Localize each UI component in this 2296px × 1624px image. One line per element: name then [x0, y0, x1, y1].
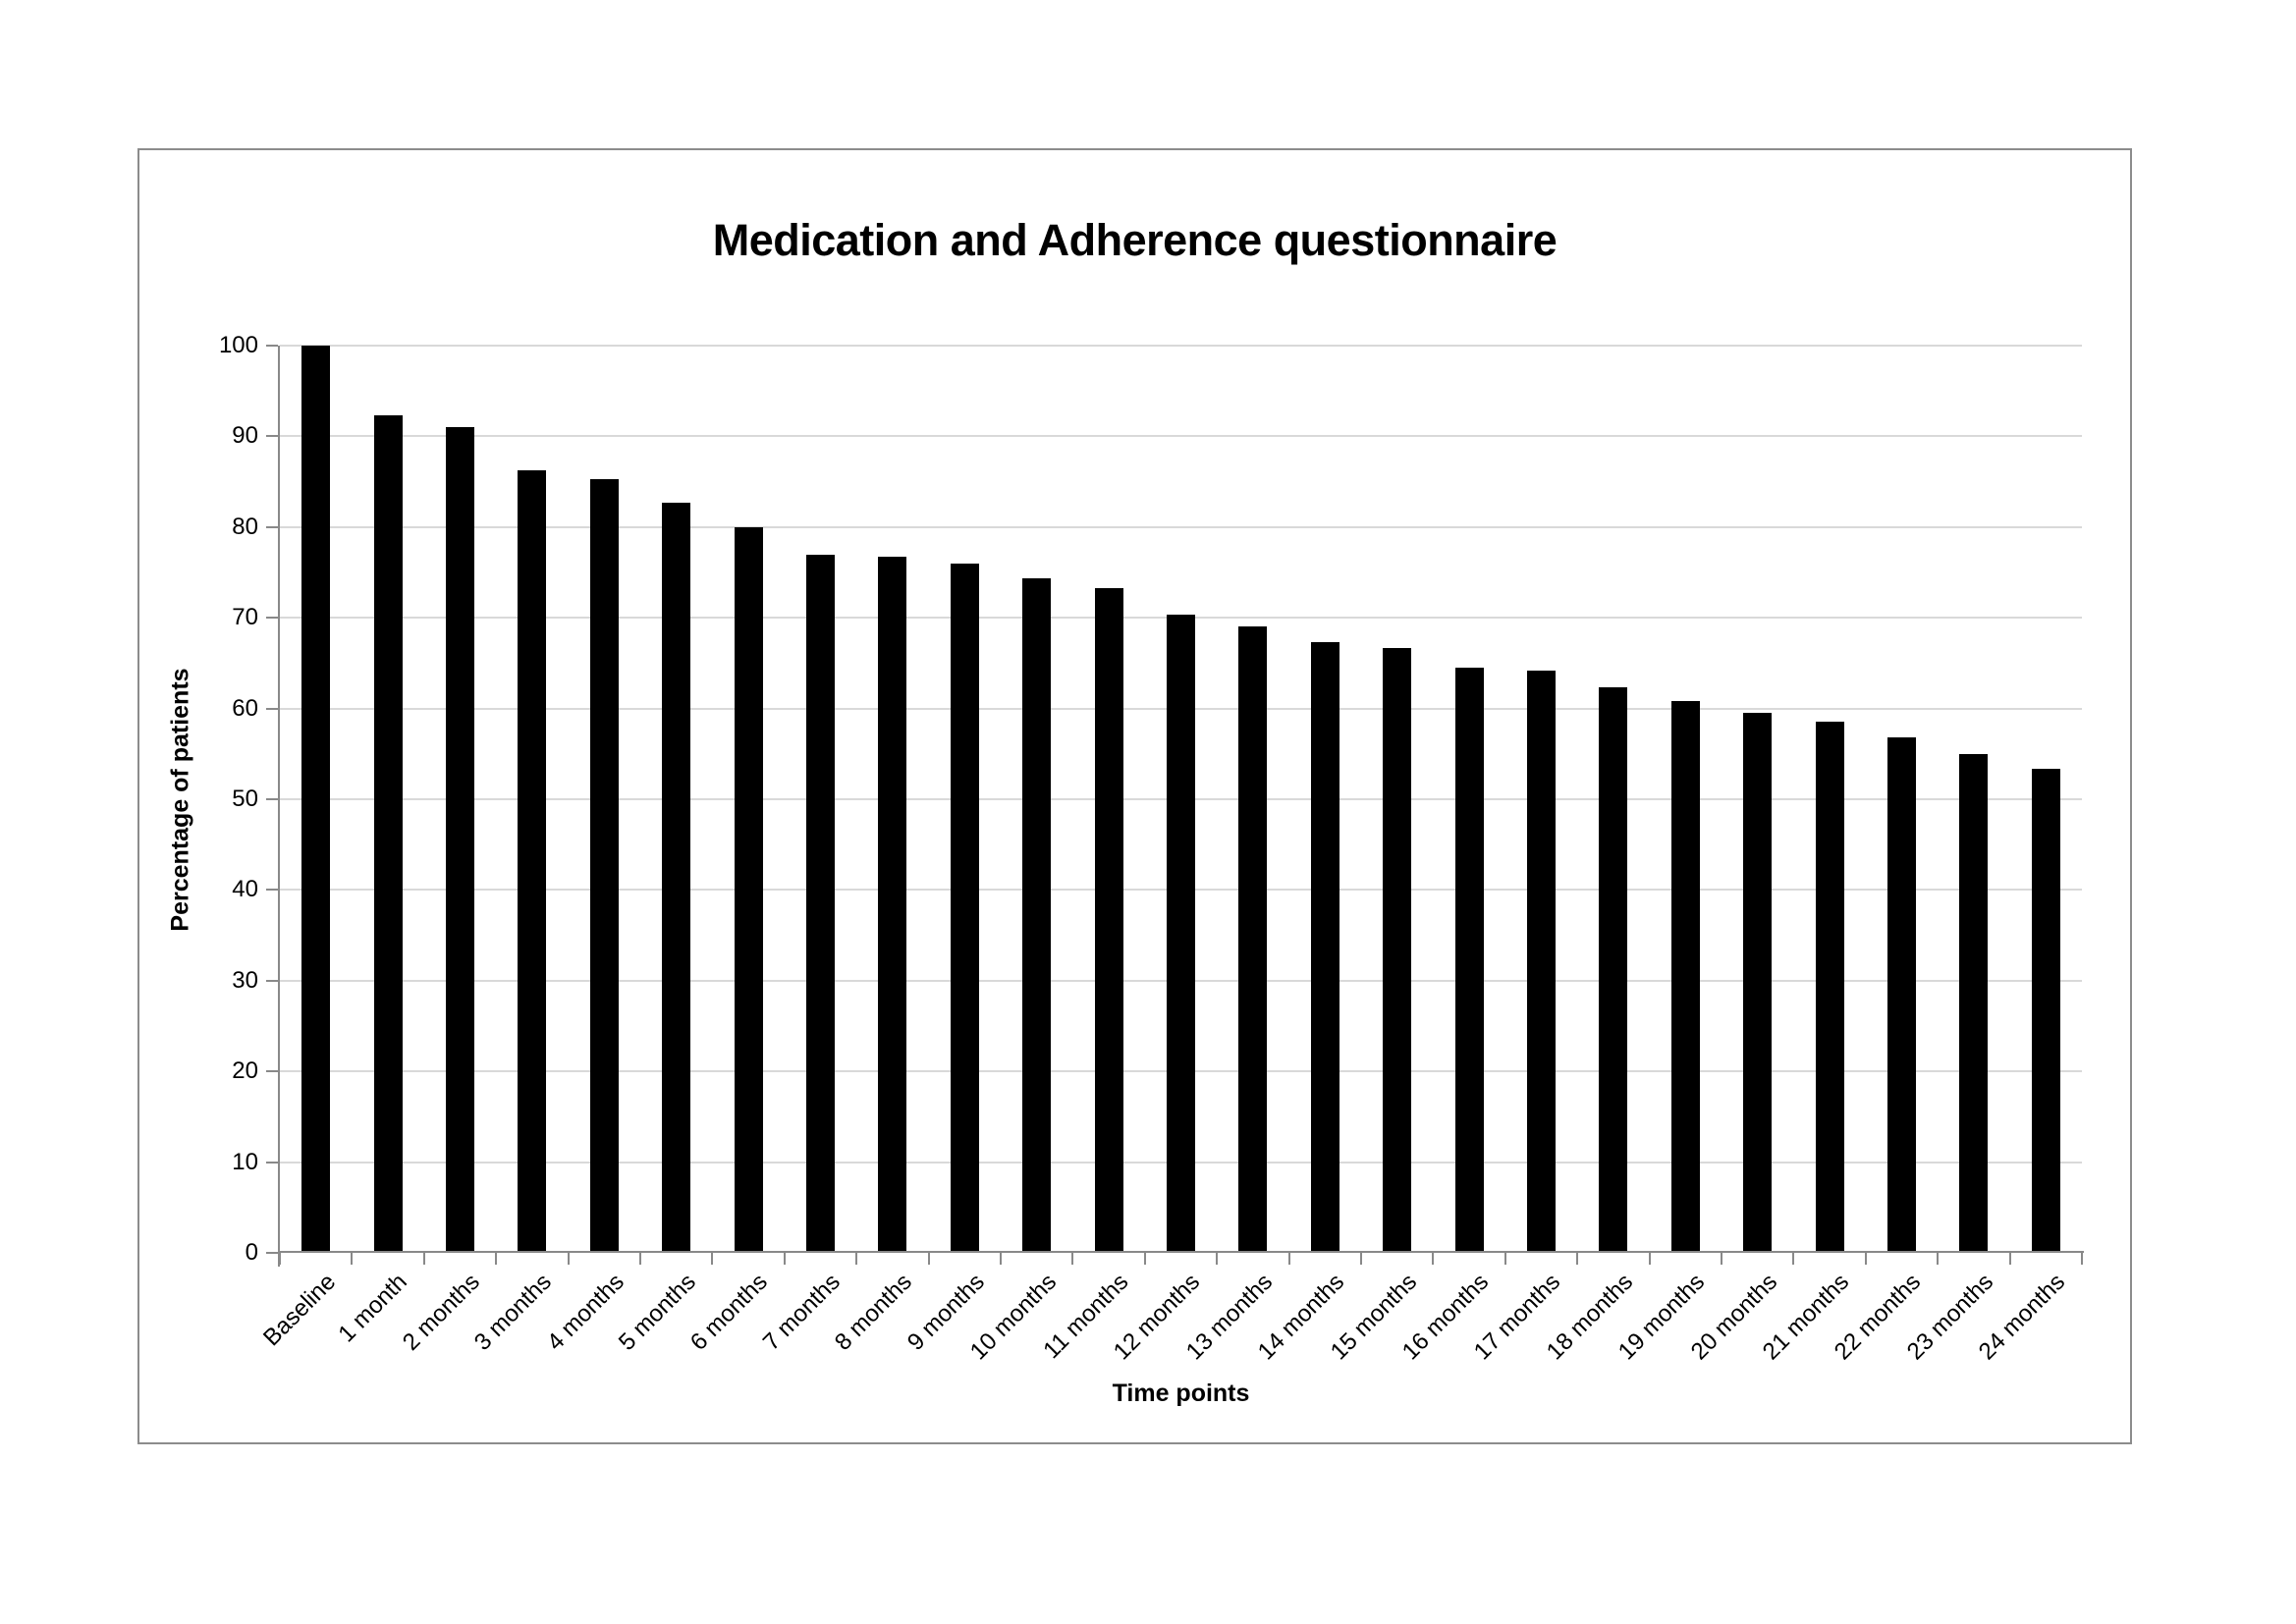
x-tick-mark-6 [711, 1253, 714, 1265]
x-tick-mark-24 [2008, 1253, 2011, 1265]
y-tick-mark-20 [266, 1070, 278, 1073]
x-tick-label-6-months: 6 months [685, 1269, 774, 1356]
bar-2-months [446, 427, 474, 1253]
bar-11-months [1094, 587, 1123, 1253]
bar-15-months [1383, 647, 1412, 1253]
y-tick-mark-90 [266, 435, 278, 438]
y-tick-mark-70 [266, 617, 278, 620]
y-tick-mark-80 [266, 525, 278, 528]
y-tick-label-30: 30 [232, 966, 258, 994]
y-tick-label-50: 50 [232, 785, 258, 812]
y-tick-label-20: 20 [232, 1057, 258, 1085]
y-tick-mark-100 [266, 345, 278, 347]
x-tick-mark-14 [1287, 1253, 1290, 1265]
gridline-80 [280, 525, 2082, 528]
x-tick-label-5-months: 5 months [613, 1269, 701, 1356]
x-tick-label-3-months: 3 months [469, 1269, 557, 1356]
bar-6-months [734, 526, 763, 1253]
y-tick-label-0: 0 [245, 1239, 258, 1266]
chart-figure: Medication and Adherence questionnaire P… [137, 148, 2132, 1444]
y-tick-label-70: 70 [232, 604, 258, 631]
bar-7-months [806, 554, 835, 1253]
x-tick-mark-20 [1721, 1253, 1722, 1265]
bar-23-months [1959, 753, 1989, 1253]
x-tick-label-7-months: 7 months [757, 1269, 846, 1356]
x-tick-mark-22 [1864, 1253, 1867, 1265]
bar-12-months [1167, 615, 1195, 1253]
x-tick-mark-18 [1576, 1253, 1579, 1265]
y-tick-mark-0 [266, 1252, 278, 1254]
y-tick-label-40: 40 [232, 876, 258, 903]
gridline-90 [280, 435, 2082, 438]
bar-1-month [373, 415, 403, 1253]
bar-22-months [1887, 737, 1916, 1253]
chart-title: Medication and Adherence questionnaire [712, 215, 1558, 265]
bar-8-months [878, 557, 907, 1253]
bar-13-months [1238, 626, 1268, 1253]
y-tick-label-90: 90 [232, 422, 258, 450]
x-tick-mark-12 [1143, 1253, 1146, 1265]
y-tick-mark-10 [266, 1161, 278, 1164]
x-axis-title: Time points [1112, 1380, 1250, 1407]
x-tick-mark-9 [927, 1253, 930, 1265]
x-tick-mark-5 [639, 1253, 641, 1265]
gridline-100 [280, 345, 2082, 347]
x-tick-label-8-months: 8 months [830, 1269, 917, 1356]
y-tick-label-60: 60 [232, 694, 258, 722]
bar-24-months [2031, 768, 2060, 1253]
bar-17-months [1527, 670, 1556, 1253]
y-tick-label-10: 10 [232, 1148, 258, 1175]
bar-20-months [1743, 713, 1773, 1253]
x-axis-line [280, 1251, 2084, 1253]
y-tick-mark-40 [266, 889, 278, 892]
bar-3-months [518, 469, 547, 1253]
bar-10-months [1022, 578, 1052, 1253]
bar-5-months [662, 502, 691, 1253]
bar-19-months [1670, 701, 1700, 1253]
x-tick-mark-8 [855, 1253, 858, 1265]
x-tick-label-4-months: 4 months [541, 1269, 629, 1356]
x-tick-mark-21 [1792, 1253, 1795, 1265]
x-tick-label-baseline: Baseline [257, 1269, 341, 1352]
bar-baseline [301, 346, 331, 1253]
y-axis-line [278, 346, 280, 1267]
x-tick-mark-19 [1648, 1253, 1651, 1265]
x-tick-mark-4 [567, 1253, 570, 1265]
y-tick-mark-50 [266, 798, 278, 800]
x-tick-label-2-months: 2 months [397, 1269, 485, 1356]
bar-21-months [1815, 722, 1844, 1253]
x-tick-mark-7 [783, 1253, 786, 1265]
bar-18-months [1599, 687, 1628, 1253]
bar-4-months [589, 478, 619, 1253]
y-tick-label-80: 80 [232, 513, 258, 540]
x-tick-mark-1 [351, 1253, 354, 1265]
x-tick-mark-10 [1000, 1253, 1002, 1265]
x-tick-mark-17 [1503, 1253, 1506, 1265]
x-tick-mark-2 [422, 1253, 425, 1265]
x-tick-mark-11 [1071, 1253, 1074, 1265]
bar-9-months [950, 563, 979, 1253]
y-tick-mark-30 [266, 979, 278, 982]
x-tick-mark-0 [279, 1253, 281, 1265]
y-tick-label-100: 100 [218, 332, 258, 358]
plot-area: 0 10 20 30 40 50 60 70 80 90 100 Baseline 1 month 2 m… [219, 332, 2084, 1365]
x-tick-mark-23 [1937, 1253, 1940, 1265]
x-tick-mark-15 [1360, 1253, 1362, 1265]
x-tick-mark-3 [495, 1253, 498, 1265]
bar-14-months [1310, 642, 1339, 1253]
bar-16-months [1454, 668, 1484, 1253]
x-tick-mark-13 [1216, 1253, 1219, 1265]
x-tick-mark-25 [2081, 1253, 2083, 1265]
x-tick-mark-16 [1432, 1253, 1435, 1265]
y-tick-mark-60 [266, 707, 278, 710]
